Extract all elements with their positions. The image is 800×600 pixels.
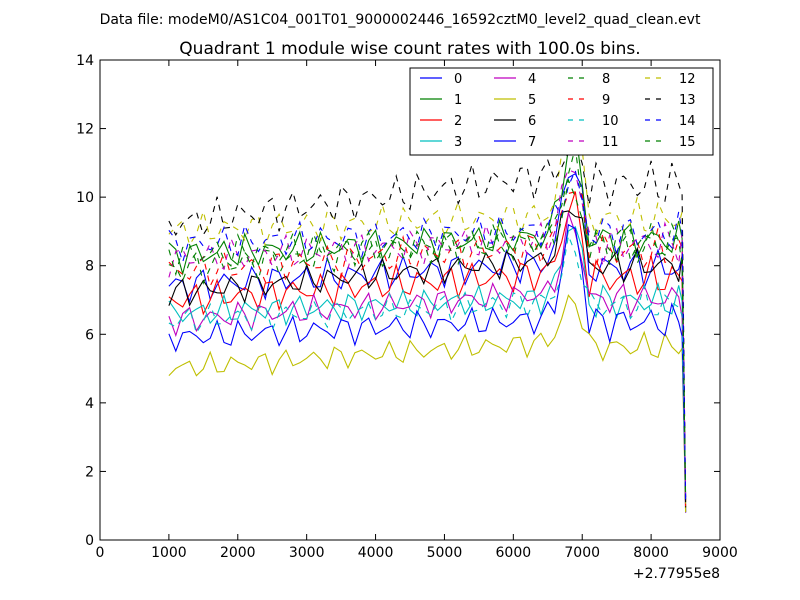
x-axis-offset-label: +2.77955e8 xyxy=(633,566,720,582)
series-line-14 xyxy=(168,168,687,503)
legend-label-15: 15 xyxy=(679,135,696,150)
legend-label-10: 10 xyxy=(602,114,619,129)
legend-box xyxy=(409,67,714,156)
legend-label-6: 6 xyxy=(528,114,536,129)
legend-label-13: 13 xyxy=(679,93,696,108)
series-line-11 xyxy=(168,168,687,498)
y-tick-label: 14 xyxy=(76,53,94,69)
legend-label-1: 1 xyxy=(454,93,462,108)
legend-label-8: 8 xyxy=(602,72,610,87)
legend-label-12: 12 xyxy=(679,72,696,87)
legend-label-4: 4 xyxy=(528,72,536,87)
legend-label-11: 11 xyxy=(602,135,619,150)
x-tick-label: 8000 xyxy=(633,545,669,561)
x-tick-label: 7000 xyxy=(564,545,600,561)
axes-frame xyxy=(99,59,721,541)
legend-label-2: 2 xyxy=(454,114,462,129)
y-tick-label: 6 xyxy=(85,327,94,343)
series-layer xyxy=(168,127,687,513)
y-tick-label: 2 xyxy=(85,464,94,480)
x-axis: 0 1000 2000 3000 4000 5000 6000 7000 8000 9000 xyxy=(96,60,738,561)
legend-label-9: 9 xyxy=(602,93,610,108)
legend-label-3: 3 xyxy=(454,135,462,150)
series-line-8 xyxy=(168,147,687,513)
series-line-15 xyxy=(168,177,687,498)
x-tick-label: 3000 xyxy=(289,545,325,561)
series-line-2 xyxy=(168,191,687,503)
x-tick-label: 9000 xyxy=(702,545,738,561)
legend-label-0: 0 xyxy=(454,72,462,87)
x-tick-label: 6000 xyxy=(496,545,532,561)
series-line-9 xyxy=(168,191,687,508)
series-line-3 xyxy=(168,225,687,498)
series-line-4 xyxy=(168,212,687,513)
series-line-7 xyxy=(168,223,687,498)
y-tick-label: 4 xyxy=(85,396,94,412)
y-tick-label: 12 xyxy=(76,122,94,138)
legend-label-5: 5 xyxy=(528,93,536,108)
x-tick-label: 1000 xyxy=(151,545,187,561)
x-tick-label: 2000 xyxy=(220,545,256,561)
y-tick-label: 10 xyxy=(76,190,94,206)
series-line-10 xyxy=(168,233,687,503)
legend-label-14: 14 xyxy=(679,114,696,129)
x-tick-label: 0 xyxy=(96,545,105,561)
chart-title: Quadrant 1 module wise count rates with … xyxy=(179,39,640,59)
y-tick-label: 8 xyxy=(85,259,94,275)
y-tick-label: 0 xyxy=(85,533,94,549)
legend-label-7: 7 xyxy=(528,135,536,150)
x-tick-label: 4000 xyxy=(358,545,394,561)
series-line-5 xyxy=(168,294,687,508)
x-tick-label: 5000 xyxy=(427,545,463,561)
figure-suptitle: Data file: modeM0/AS1C04_001T01_90000024… xyxy=(100,12,701,28)
